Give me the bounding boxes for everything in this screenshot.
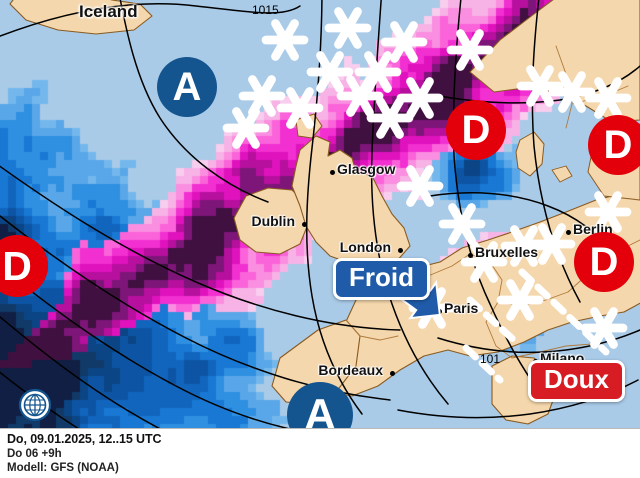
pressure-marker-low-3: D xyxy=(446,100,506,160)
border-spain-france xyxy=(345,319,399,341)
snowflake-icon-16 xyxy=(396,165,444,207)
sleet-boundary-dash xyxy=(518,268,610,356)
isobar-west-trough xyxy=(119,0,269,203)
footer-legend-bar: Do, 09.01.2025, 12..15 UTC Do 06 +9h Mod… xyxy=(0,428,640,478)
snowflake-icon-21 xyxy=(580,307,628,349)
pressure-marker-label: A xyxy=(304,390,336,429)
snowflake-icon-19 xyxy=(528,223,576,265)
border-switzerland xyxy=(485,321,513,359)
snowflake-icon-14 xyxy=(366,97,414,139)
snowflake-icon-6 xyxy=(238,75,286,117)
snowflake-icon-7 xyxy=(276,87,324,129)
sleet-boundary-dash-2 xyxy=(466,296,520,346)
pressure-marker-label: D xyxy=(461,108,491,152)
callout-froid: Froid xyxy=(333,258,430,300)
border-austria xyxy=(511,343,593,359)
pressure-marker-high-1: A xyxy=(287,382,353,428)
isobar-atlantic-4 xyxy=(0,315,161,428)
snowflake-icon-3 xyxy=(306,51,354,93)
snowflake-icon-9 xyxy=(396,77,444,119)
isobar-label-101: 101 xyxy=(480,352,501,366)
pressure-marker-label: A xyxy=(172,65,202,109)
pressure-marker-label: D xyxy=(603,123,633,167)
snowflake-icon-15 xyxy=(584,191,632,233)
landmass-ireland xyxy=(233,187,309,255)
landmass-danish-isles xyxy=(551,165,573,183)
landmass-iceland xyxy=(9,0,153,35)
run-info-label: Do 06 +9h xyxy=(7,448,62,460)
snowflake-icon-0 xyxy=(261,19,309,61)
snowflake-icon-20 xyxy=(460,241,508,283)
model-label: Modell: GFS (NOAA) xyxy=(7,462,119,474)
snowflake-icon-11 xyxy=(548,71,596,113)
snowflake-icon-5 xyxy=(446,29,494,71)
pressure-marker-label: D xyxy=(2,242,32,289)
isobar-atlantic-1 xyxy=(0,165,401,331)
landmass-great-britain xyxy=(291,135,411,269)
region-label-iceland: Iceland xyxy=(79,2,138,21)
isobar-1015-north xyxy=(0,3,301,37)
isobar-uk-1 xyxy=(305,0,363,415)
pressure-marker-high-0: A xyxy=(157,57,217,117)
snowflake-icon-8 xyxy=(336,75,384,117)
sleet-boundary-dash-3 xyxy=(462,344,504,384)
snowflake-icon-13 xyxy=(584,77,632,119)
snowflake-icon-10 xyxy=(516,65,564,107)
isobar-atlantic-5 xyxy=(0,371,79,428)
callout-doux: Doux xyxy=(528,360,625,402)
valid-time-label: Do, 09.01.2025, 12..15 UTC xyxy=(7,432,162,446)
pressure-marker-low-2: D xyxy=(0,235,48,297)
isobar-atlantic-3 xyxy=(0,265,290,428)
forecast-meta: Do, 09.01.2025, 12..15 UTC Do 06 +9h Mod… xyxy=(7,432,162,474)
pressure-marker-low-5: D xyxy=(574,232,634,292)
weather-map[interactable]: 1015 101 Iceland Glasgow Dublin London Borde… xyxy=(0,0,640,428)
pressure-marker-label: D xyxy=(589,240,619,284)
snowflake-icon-22 xyxy=(496,279,544,321)
isobar-label-1015: 1015 xyxy=(252,3,279,17)
snowflake-icon-1 xyxy=(324,7,372,49)
pressure-marker-low-4: D xyxy=(588,115,640,175)
snowflake-icon-2 xyxy=(380,21,428,63)
globe-logo xyxy=(18,388,52,422)
landmass-denmark xyxy=(515,131,545,177)
snowflake-icon-12 xyxy=(222,107,270,149)
snowflake-icon-17 xyxy=(438,203,486,245)
